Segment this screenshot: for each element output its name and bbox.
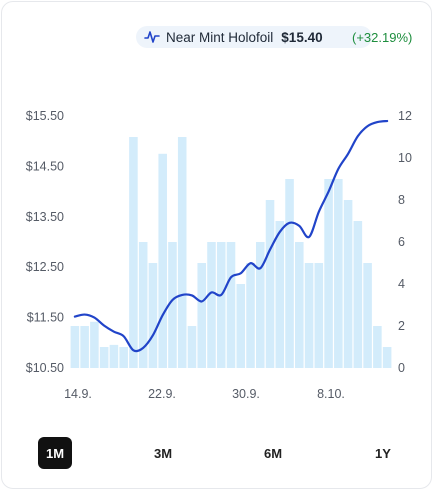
- volume-bar: [324, 179, 333, 368]
- range-button-1m[interactable]: 1M: [38, 437, 72, 469]
- volume-bar: [187, 326, 197, 368]
- x-tick-label: 8.10.: [317, 387, 345, 401]
- x-tick-label: 22.9.: [148, 387, 176, 401]
- volume-bar: [109, 344, 119, 368]
- range-button-3m[interactable]: 3M: [153, 445, 173, 461]
- condition-label: Near Mint Holofoil: [166, 29, 274, 45]
- volume-bar: [138, 242, 148, 368]
- volume-bar: [70, 326, 80, 368]
- volume-bar: [148, 263, 158, 368]
- volume-bar: [255, 242, 265, 368]
- current-price: $15.40: [281, 29, 323, 45]
- volume-bar: [236, 284, 246, 368]
- y-left-tick-label: $11.50: [27, 311, 64, 325]
- price-change-badge: (+32.19%): [352, 30, 413, 45]
- range-button-6m[interactable]: 6M: [263, 445, 283, 461]
- volume-bar: [177, 137, 187, 368]
- y-left-tick-label: $14.50: [26, 159, 64, 173]
- volume-bar: [216, 242, 226, 368]
- y-right-tick-label: 0: [398, 361, 405, 375]
- y-right-tick-label: 12: [398, 109, 412, 123]
- volume-bar: [119, 347, 128, 368]
- volume-bar: [373, 326, 382, 368]
- volume-bar: [207, 242, 216, 368]
- volume-bar: [343, 200, 353, 368]
- price-line: [73, 119, 389, 353]
- y-right-tick-label: 4: [398, 277, 405, 291]
- volume-bar: [80, 326, 89, 368]
- y-left-tick-label: $15.50: [26, 109, 64, 123]
- volume-bar: [334, 179, 343, 368]
- volume-bar: [363, 263, 372, 368]
- volume-bar: [90, 321, 99, 368]
- y-left-tick-label: $13.50: [26, 210, 64, 224]
- y-right-tick-label: 2: [398, 319, 405, 333]
- volume-bar: [353, 221, 363, 368]
- volume-bar: [99, 347, 109, 368]
- y-right-tick-label: 8: [398, 193, 405, 207]
- volume-bar: [304, 263, 314, 368]
- volume-bar: [158, 153, 167, 368]
- volume-bar: [129, 137, 138, 368]
- volume-bar: [382, 347, 392, 368]
- range-button-1y[interactable]: 1Y: [375, 445, 391, 461]
- volume-bar: [246, 263, 255, 368]
- y-left-tick-label: $12.50: [26, 260, 64, 274]
- y-right-tick-label: 6: [398, 235, 405, 249]
- x-tick-label: 30.9.: [232, 387, 260, 401]
- volume-bar: [226, 242, 236, 368]
- volume-bar: [197, 263, 207, 368]
- volume-bar: [314, 263, 324, 368]
- price-line-icon: [144, 31, 160, 43]
- volume-bar: [168, 242, 177, 368]
- volume-bar: [265, 200, 275, 368]
- y-left-tick-label: $10.50: [26, 361, 64, 375]
- volume-bar: [295, 242, 304, 368]
- volume-bar: [285, 179, 294, 368]
- y-right-tick-label: 10: [398, 151, 412, 165]
- volume-bar: [275, 221, 285, 368]
- condition-price-pill: Near Mint Holofoil $15.40: [136, 26, 372, 48]
- x-tick-label: 14.9.: [64, 387, 92, 401]
